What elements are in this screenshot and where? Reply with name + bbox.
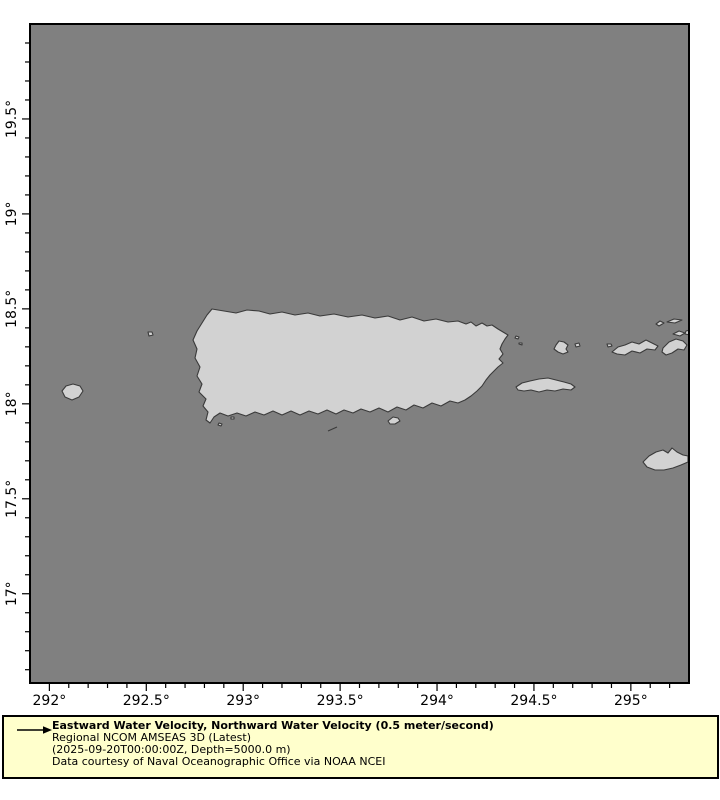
x-tick-label: 292° — [33, 693, 67, 709]
y-tick-label: 18.5° — [4, 290, 20, 328]
islet-jost-van-dyke — [666, 318, 683, 324]
island-st-croix — [642, 447, 689, 471]
island-mona — [61, 383, 84, 401]
x-tick-label: 292.5° — [123, 693, 170, 709]
x-tick-label: 294.5° — [510, 693, 557, 709]
islet-caja-de-muertos — [387, 416, 401, 425]
y-tick-label: 19.5° — [4, 100, 20, 138]
legend-time-depth-line: (2025-09-20T00:00:00Z, Depth=5000.0 m) — [52, 743, 291, 756]
island-desecheo — [147, 331, 154, 337]
legend-dataset-line: Regional NCOM AMSEAS 3D (Latest) — [52, 731, 251, 744]
island-st-john — [661, 338, 688, 356]
island-culebra — [553, 340, 569, 355]
axes-layer: 292° 292.5° 293° 293.5° 294° 294.5° 295° 19.5° 1… — [4, 42, 671, 709]
y-tick-label: 17° — [4, 581, 20, 606]
legend-courtesy-line: Data courtesy of Naval Oceanographic Off… — [52, 755, 386, 768]
islet-culebrita — [574, 342, 581, 348]
island-st-thomas — [611, 339, 659, 356]
x-tick-label: 294° — [420, 693, 454, 709]
vector-arrow-icon — [17, 726, 52, 734]
map-plot: 292° 292.5° 293° 293.5° 294° 294.5° 295° 19.5° 1… — [4, 23, 690, 709]
islet-savana — [606, 343, 613, 348]
islet-north-st-thomas — [655, 320, 665, 327]
x-tick-label: 293° — [226, 693, 260, 709]
islet-icacos — [518, 342, 523, 346]
island-puerto-rico — [192, 308, 509, 424]
landmass-layer — [61, 308, 689, 471]
islet-line — [327, 426, 338, 432]
y-tick-label: 17.5° — [4, 480, 20, 518]
y-tick-label: 18° — [4, 391, 20, 416]
islet-icacos — [514, 335, 520, 340]
island-vieques — [515, 377, 576, 393]
y-tick-label: 19° — [4, 201, 20, 226]
plot-frame — [29, 23, 690, 684]
x-tick-label: 293.5° — [317, 693, 364, 709]
islet-southwest — [230, 416, 235, 420]
x-tick-label: 295° — [614, 693, 648, 709]
legend-box: Eastward Water Velocity, Northward Water… — [2, 715, 719, 779]
islet-southwest — [217, 422, 223, 427]
legend-title: Eastward Water Velocity, Northward Water… — [52, 719, 494, 732]
